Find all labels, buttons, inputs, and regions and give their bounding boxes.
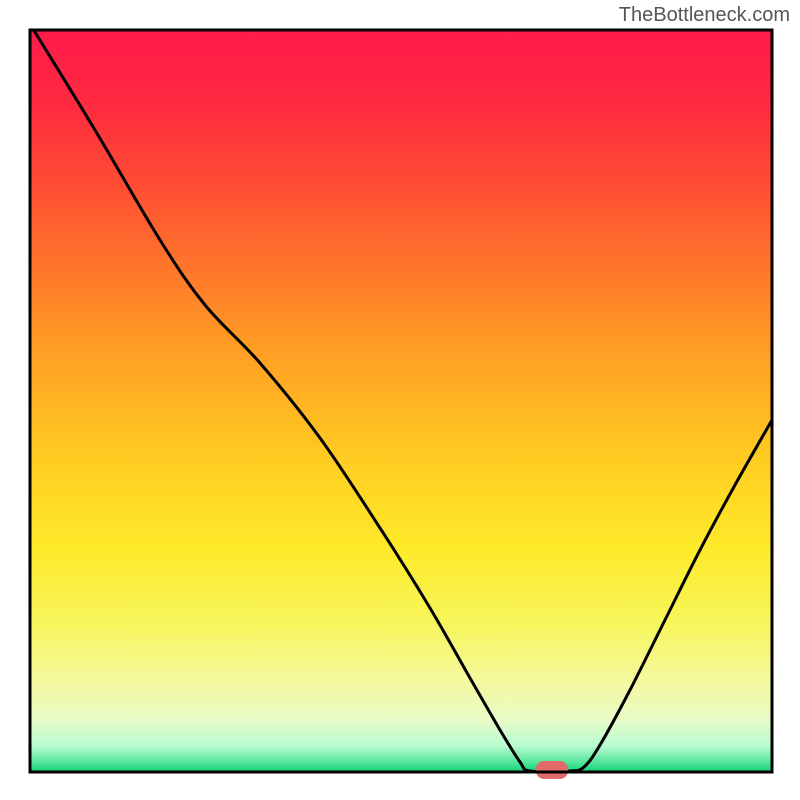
attribution-label: TheBottleneck.com — [619, 4, 790, 27]
chart-svg — [0, 0, 800, 800]
optimal-marker — [536, 761, 568, 779]
gradient-background — [30, 30, 772, 772]
bottleneck-chart: TheBottleneck.com — [0, 0, 800, 800]
